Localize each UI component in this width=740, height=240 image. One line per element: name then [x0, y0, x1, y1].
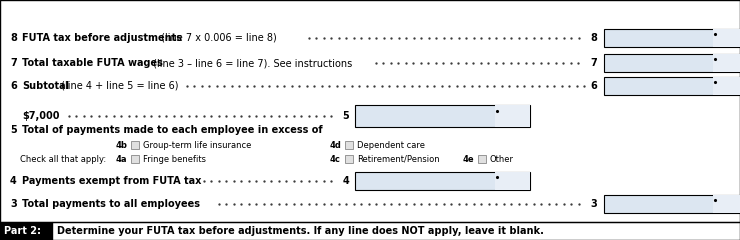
Text: Retirement/Pension: Retirement/Pension — [357, 155, 440, 163]
Bar — [604, 54, 740, 72]
Text: 8: 8 — [590, 33, 597, 43]
Text: Subtotal: Subtotal — [22, 81, 69, 91]
Bar — [355, 172, 530, 190]
Bar — [495, 105, 530, 127]
Text: 4e: 4e — [463, 155, 474, 163]
Bar — [495, 172, 530, 190]
Bar — [713, 77, 740, 95]
Text: (line 3 – line 6 = line 7). See instructions: (line 3 – line 6 = line 7). See instruct… — [150, 58, 352, 68]
Text: 6: 6 — [10, 81, 17, 91]
Text: 3: 3 — [10, 199, 17, 209]
Text: $7,000: $7,000 — [22, 111, 59, 121]
Text: FUTA tax before adjustments: FUTA tax before adjustments — [22, 33, 182, 43]
Text: Fringe benefits: Fringe benefits — [143, 155, 206, 163]
Bar — [713, 29, 740, 47]
Text: 5: 5 — [342, 111, 349, 121]
Text: 4c: 4c — [330, 155, 341, 163]
Bar — [131, 141, 139, 149]
Text: 3: 3 — [591, 199, 597, 209]
Text: 8: 8 — [10, 33, 17, 43]
Text: Dependent care: Dependent care — [357, 140, 425, 150]
Text: 7: 7 — [591, 58, 597, 68]
Text: Check all that apply:: Check all that apply: — [20, 155, 106, 163]
Text: (line 4 + line 5 = line 6): (line 4 + line 5 = line 6) — [58, 81, 178, 91]
Text: 6: 6 — [591, 81, 597, 91]
Bar — [345, 141, 353, 149]
Text: Part 2:: Part 2: — [4, 226, 41, 236]
Text: 5: 5 — [10, 125, 17, 135]
Bar — [478, 155, 486, 163]
Text: Group-term life insurance: Group-term life insurance — [143, 140, 252, 150]
Bar — [604, 77, 740, 95]
Text: Other: Other — [490, 155, 514, 163]
Text: (line 7 x 0.006 = line 8): (line 7 x 0.006 = line 8) — [158, 33, 277, 43]
Text: 4a: 4a — [116, 155, 127, 163]
Text: Determine your FUTA tax before adjustments. If any line does NOT apply, leave it: Determine your FUTA tax before adjustmen… — [57, 226, 544, 236]
Text: 7: 7 — [10, 58, 17, 68]
Bar — [52, 222, 740, 240]
Bar — [713, 54, 740, 72]
Text: 4: 4 — [342, 176, 349, 186]
Text: Total payments to all employees: Total payments to all employees — [22, 199, 200, 209]
Bar — [355, 105, 530, 127]
Bar — [713, 195, 740, 213]
Text: 4d: 4d — [330, 140, 342, 150]
Text: Total taxable FUTA wages: Total taxable FUTA wages — [22, 58, 163, 68]
Bar — [604, 195, 740, 213]
Text: Total of payments made to each employee in excess of: Total of payments made to each employee … — [22, 125, 323, 135]
Text: 4: 4 — [10, 176, 17, 186]
Bar — [0, 222, 52, 240]
Text: 4b: 4b — [116, 140, 128, 150]
Bar — [345, 155, 353, 163]
Text: Payments exempt from FUTA tax: Payments exempt from FUTA tax — [22, 176, 201, 186]
Bar — [604, 29, 740, 47]
Bar — [131, 155, 139, 163]
